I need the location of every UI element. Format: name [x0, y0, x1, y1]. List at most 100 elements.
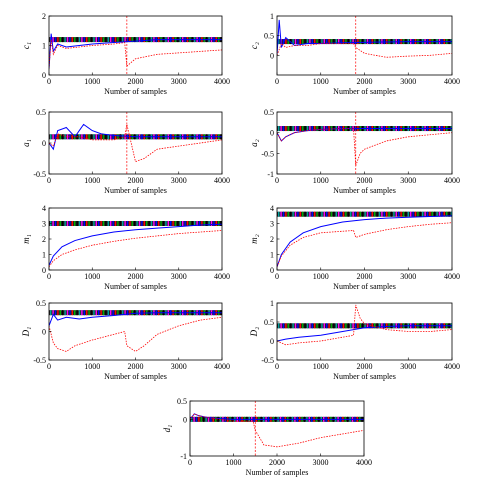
true-value-marker: [290, 323, 292, 329]
comparison-series-line: [49, 39, 222, 70]
true-value-marker: [136, 37, 138, 43]
true-value-marker: [419, 211, 421, 217]
true-value-marker: [62, 310, 64, 316]
estimate-series-line: [277, 19, 452, 56]
x-tick-label: 2000: [357, 362, 373, 371]
true-value-marker: [95, 310, 97, 316]
true-value-marker: [200, 416, 202, 422]
x-tick-label: 1000: [313, 77, 329, 86]
x-tick-label: 0: [275, 176, 279, 185]
plot-area: [277, 16, 452, 75]
true-value-marker: [146, 221, 148, 226]
true-value-marker: [122, 310, 124, 316]
y-tick-label: 0: [270, 337, 274, 346]
true-value-marker: [119, 37, 121, 43]
true-value-marker: [424, 211, 426, 217]
true-value-marker: [110, 310, 112, 316]
true-value-marker: [280, 211, 282, 217]
true-value-marker: [54, 310, 57, 316]
true-value-marker: [330, 323, 333, 329]
plot-area: [49, 221, 222, 268]
x-tick-label: 2000: [357, 77, 373, 86]
true-value-marker: [311, 211, 313, 217]
true-value-marker: [52, 310, 54, 316]
x-tick-label: 4000: [214, 77, 230, 86]
true-value-marker: [282, 211, 285, 217]
true-value-marker: [314, 211, 316, 217]
true-value-marker: [366, 211, 369, 217]
true-value-marker: [309, 126, 311, 132]
true-value-marker: [193, 416, 195, 422]
true-value-marker: [90, 134, 93, 140]
true-value-marker: [405, 211, 407, 217]
true-value-marker: [282, 323, 285, 329]
true-value-marker: [119, 221, 121, 226]
x-tick-label: 3000: [171, 176, 187, 185]
x-tick-label: 4000: [444, 77, 460, 86]
estimate-series-line: [49, 123, 222, 151]
true-value-marker: [206, 221, 208, 226]
true-value-marker: [280, 323, 282, 329]
true-value-marker: [376, 211, 378, 217]
true-value-marker: [386, 323, 388, 329]
true-value-marker: [134, 221, 136, 226]
true-value-marker: [285, 39, 287, 45]
true-value-marker: [212, 416, 214, 422]
y-tick-label: 0: [270, 266, 274, 275]
true-value-marker: [304, 126, 306, 132]
y-axis-label: a₁: [21, 139, 31, 147]
y-tick-label: 4: [42, 204, 46, 213]
true-value-marker: [374, 211, 376, 217]
true-value-marker: [285, 211, 287, 217]
true-value-marker: [112, 37, 114, 43]
true-value-marker: [359, 39, 361, 45]
y-tick-label: -0.5: [261, 149, 274, 158]
true-value-marker: [129, 37, 131, 43]
true-value-marker: [309, 39, 311, 45]
true-value-marker: [381, 323, 383, 329]
x-axis-label: Number of samples: [333, 186, 396, 195]
true-value-marker: [328, 323, 330, 329]
true-value-marker: [366, 39, 369, 45]
true-value-marker: [369, 39, 371, 45]
true-value-marker: [100, 310, 102, 316]
x-tick-label: 3000: [313, 458, 329, 467]
true-value-marker: [64, 310, 66, 316]
x-tick-label: 2000: [128, 77, 144, 86]
y-tick-label: -1: [180, 452, 187, 461]
true-value-marker: [124, 221, 126, 226]
y-axis-label: d₁: [162, 425, 172, 433]
x-tick-label: 1000: [313, 176, 329, 185]
true-value-marker: [117, 310, 119, 316]
true-value-marker: [299, 126, 301, 132]
x-tick-label: 2000: [357, 176, 373, 185]
true-value-marker: [388, 323, 390, 329]
true-value-marker: [338, 211, 340, 217]
true-value-marker: [388, 211, 390, 217]
true-value-marker: [71, 221, 73, 226]
true-value-marker: [302, 211, 304, 217]
true-value-marker: [431, 211, 433, 217]
y-tick-label: 0.5: [264, 318, 274, 327]
true-value-marker: [362, 323, 364, 329]
true-value-marker: [107, 37, 109, 43]
true-value-marker: [287, 126, 289, 132]
true-value-marker: [378, 39, 381, 45]
true-value-marker: [57, 310, 59, 316]
true-value-marker: [102, 310, 105, 316]
true-value-marker: [194, 221, 196, 226]
true-value-marker: [78, 37, 81, 43]
true-value-marker: [117, 37, 119, 43]
chart-panel-4: 0 1000 2000 3000 4000 -1 -0.5 0 0.5 Number of sam…: [249, 108, 460, 195]
true-value-marker: [311, 39, 313, 45]
true-value-marker: [297, 211, 299, 217]
true-value-marker: [441, 211, 443, 217]
true-value-marker: [371, 39, 373, 45]
true-value-marker: [88, 37, 90, 43]
true-value-marker: [122, 221, 124, 226]
true-value-marker: [86, 221, 88, 226]
true-value-marker: [443, 211, 445, 217]
true-value-marker: [369, 211, 371, 217]
true-value-marker: [95, 37, 97, 43]
x-tick-label: 4000: [444, 362, 460, 371]
